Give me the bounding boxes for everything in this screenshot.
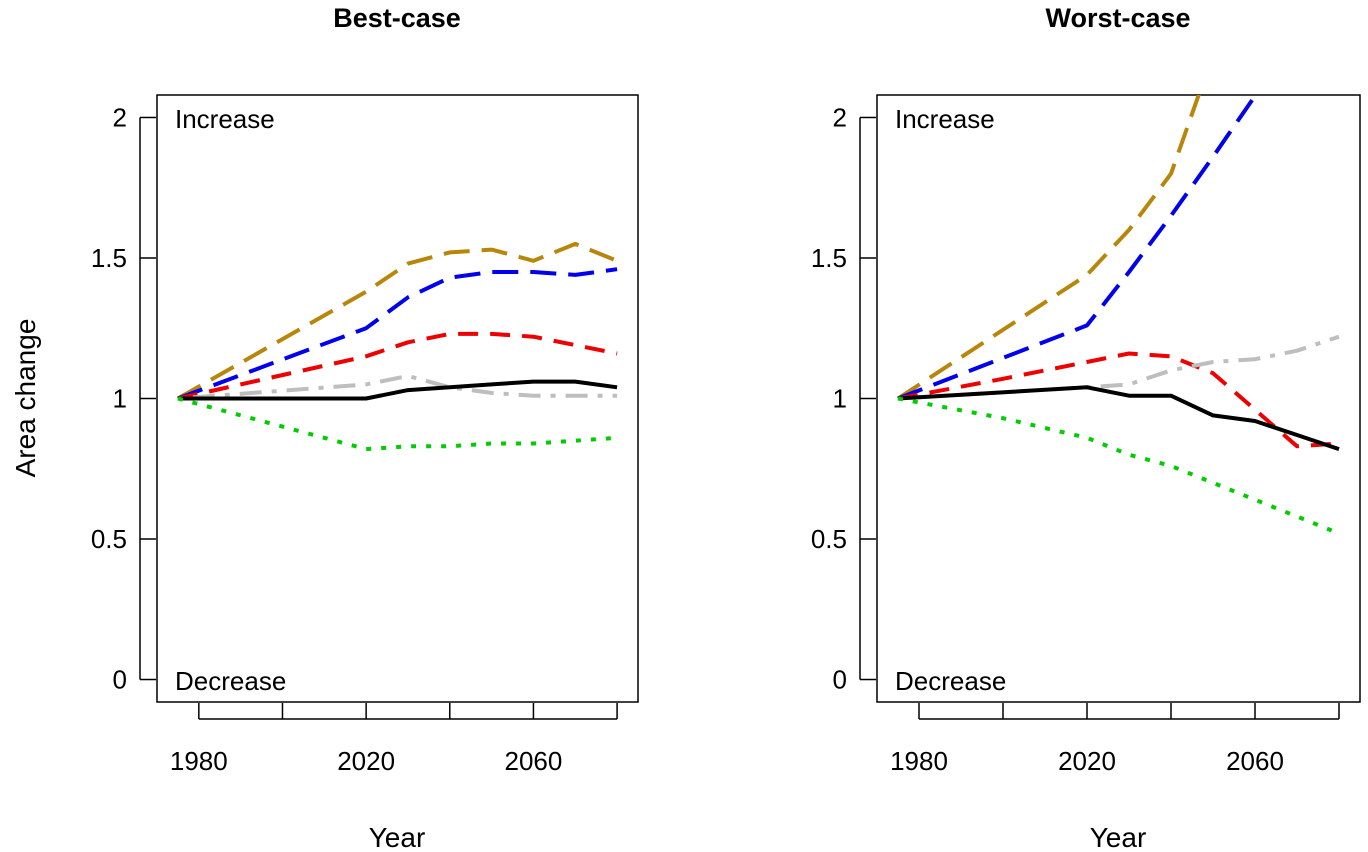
annotation-decrease: Decrease [895,666,1006,696]
annotation-decrease: Decrease [175,666,286,696]
plot-frame [876,94,1361,703]
chart-title: Best-case [333,3,461,33]
y-tick-label: 2 [113,102,127,132]
series-line [897,95,1259,401]
x-axis-label: Year [369,822,426,852]
series-line [897,385,1340,451]
x-tick-label: 1980 [170,746,228,776]
y-tick-label: 0 [113,665,127,695]
series-line [177,267,618,401]
panel-best-case: Best-case Increase Decrease Year Area ch… [10,3,639,852]
y-tick-label: 1 [113,384,127,414]
series-line [897,351,1340,449]
y-axis: 0 0.5 1 1.5 2 [91,102,156,695]
y-tick-label: 1.5 [811,243,847,273]
y-tick-label: 0.5 [811,524,847,554]
x-tick-label: 2060 [505,746,563,776]
x-tick-label: 2060 [1226,746,1284,776]
y-tick-label: 0.5 [91,524,127,554]
series-line [897,334,1340,401]
y-axis: 0 0.5 1 1.5 2 [811,102,876,695]
y-axis-label: Area change [10,319,41,478]
series-lines [896,95,1340,536]
x-tick-label: 1980 [890,746,948,776]
series-line [177,331,618,401]
series-lines [176,241,618,452]
series-line [896,95,1201,401]
annotation-increase: Increase [895,104,995,134]
x-tick-label: 2020 [1058,746,1116,776]
series-line [177,379,618,401]
series-line [177,374,618,401]
x-axis: 1980 2020 2060 [890,703,1340,776]
series-line [177,396,618,452]
plot-frame [156,94,639,703]
x-axis: 1980 2020 2060 [170,703,618,776]
y-tick-label: 1 [833,384,847,414]
y-tick-label: 2 [833,102,847,132]
chart-title: Worst-case [1045,3,1190,33]
annotation-increase: Increase [175,104,275,134]
y-tick-label: 1.5 [91,243,127,273]
x-tick-label: 2020 [337,746,395,776]
y-tick-label: 0 [833,665,847,695]
x-axis-label: Year [1090,822,1147,852]
panel-worst-case: Worst-case Increase Decrease Year 1980 20… [811,3,1361,852]
series-line [897,396,1340,536]
series-line [176,241,618,401]
